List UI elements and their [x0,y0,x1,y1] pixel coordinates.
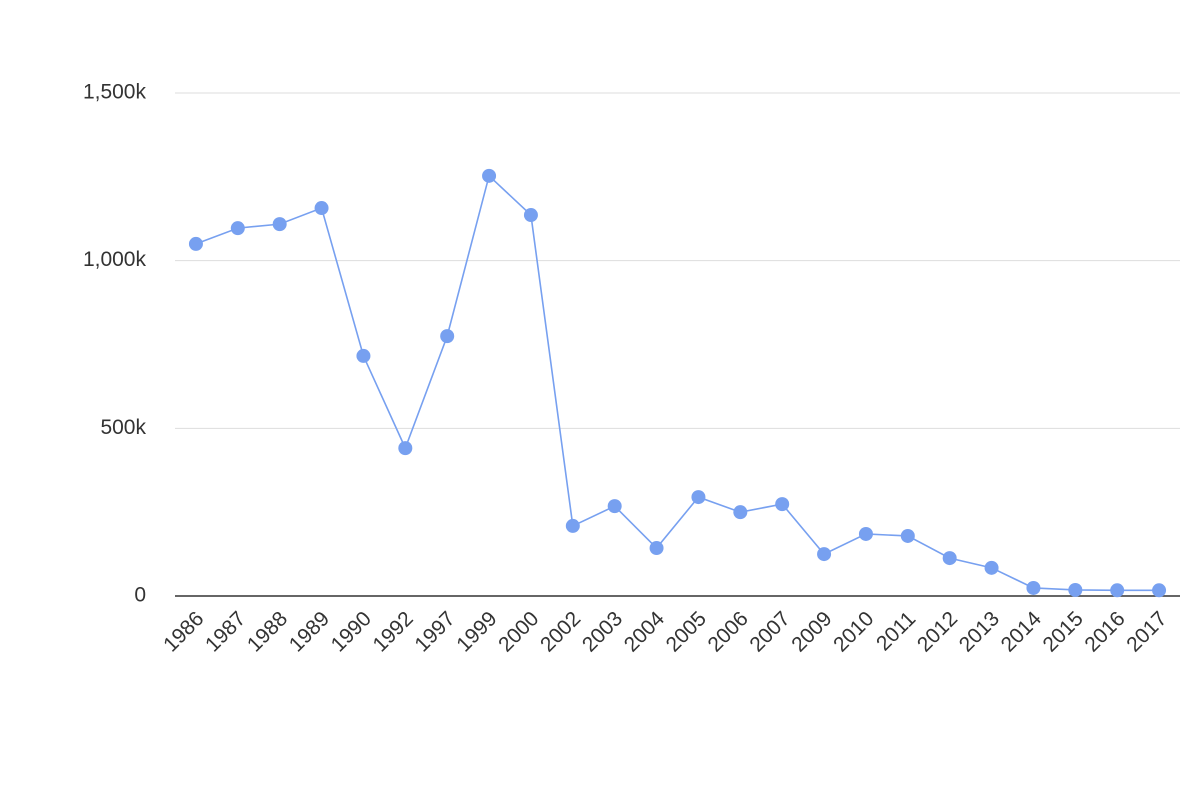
data-point [691,490,706,505]
data-point [398,441,413,456]
data-line [195,174,1160,592]
x-tick-label: 2011 [872,607,920,655]
data-point [649,541,664,556]
data-point [482,168,497,183]
x-tick-label: 2006 [703,607,752,656]
x-tick-label: 1999 [452,607,501,656]
data-point [900,528,915,543]
data-point [1026,580,1041,595]
x-tick-label: 2002 [536,607,585,656]
x-tick-label: 1989 [285,607,334,656]
data-point [858,526,873,541]
data-point [188,236,203,251]
data-point [272,217,287,232]
data-point [942,551,957,566]
data-point [356,348,371,363]
data-point [775,497,790,512]
data-point [523,208,538,223]
x-tick-label: 2003 [578,607,627,656]
x-tick-label: 2012 [913,607,962,656]
y-tick-label: 500k [100,416,146,439]
y-tick-label: 1,500k [83,81,147,104]
x-tick-label: 1990 [327,607,376,656]
data-point [440,329,455,344]
x-tick-label: 2015 [1038,607,1087,656]
data-point [607,499,622,514]
data-point [1068,582,1083,597]
x-tick-label: 2014 [997,607,1047,657]
data-point [1152,583,1167,598]
data-point [817,547,832,562]
x-tick-label: 2000 [494,607,543,656]
data-point [314,201,329,216]
x-tick-label: 2016 [1080,607,1129,656]
data-point [1110,583,1125,598]
x-tick-label: 2009 [787,607,836,656]
x-tick-label: 2017 [1122,607,1171,656]
data-point [733,505,748,520]
y-tick-label: 0 [134,584,146,607]
x-tick-label: 1987 [201,607,250,656]
x-tick-label: 1988 [243,607,292,656]
x-tick-label: 1986 [159,607,208,656]
data-point [984,560,999,575]
x-tick-label: 1992 [368,607,417,656]
x-tick-label: 2004 [620,607,670,657]
x-tick-label: 2010 [829,607,878,656]
x-tick-label: 2005 [662,607,711,656]
data-point [565,518,580,533]
x-tick-label: 2007 [745,607,794,656]
x-tick-label: 2013 [955,607,1004,656]
x-tick-label: 1997 [410,607,459,656]
data-point [230,221,245,236]
y-tick-label: 1,000k [83,248,147,271]
